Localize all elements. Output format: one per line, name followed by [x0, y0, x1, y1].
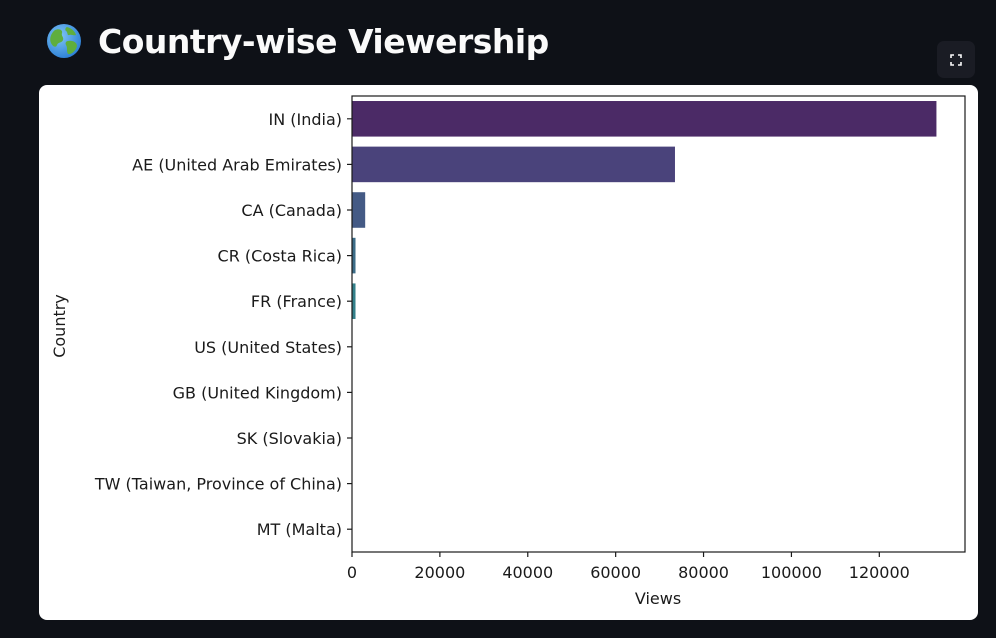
x-tick-label: 20000: [414, 563, 465, 582]
x-axis-label: Views: [635, 589, 681, 608]
page-header: Country-wise Viewership: [46, 18, 549, 64]
globe-icon: [47, 24, 81, 58]
x-tick-label: 40000: [502, 563, 553, 582]
y-tick-label: CA (Canada): [241, 201, 342, 220]
x-tick-label: 60000: [590, 563, 641, 582]
bar-1: [352, 101, 937, 137]
bar-3: [352, 192, 366, 228]
bar-4: [352, 237, 356, 274]
y-tick-label: GB (United Kingdom): [173, 383, 342, 402]
page-title: Country-wise Viewership: [98, 21, 549, 61]
y-tick-label: IN (India): [268, 110, 342, 129]
x-tick-label: 80000: [678, 563, 729, 582]
y-tick-label: US (United States): [194, 338, 342, 357]
y-tick-label: FR (France): [251, 292, 342, 311]
y-tick-label: SK (Slovakia): [237, 429, 342, 448]
fullscreen-button[interactable]: [937, 41, 975, 78]
y-axis-label: Country: [50, 294, 69, 358]
y-tick-label: MT (Malta): [257, 520, 342, 539]
x-tick-label: 0: [347, 563, 357, 582]
y-tick-label: AE (United Arab Emirates): [132, 155, 342, 174]
bars-group: [352, 101, 937, 319]
plot-frame: [351, 95, 966, 553]
x-tick-label: 120000: [849, 563, 910, 582]
chart-card: IN (India) AE (United Arab Emirates) CA (C…: [39, 85, 978, 620]
x-axis: 0 20000 40000 60000 80000 100000 120000: [347, 552, 910, 582]
fullscreen-icon: [950, 53, 962, 66]
bar-2: [352, 146, 675, 183]
x-tick-label: 100000: [761, 563, 822, 582]
bar-chart: IN (India) AE (United Arab Emirates) CA (C…: [50, 95, 966, 608]
bar-5: [352, 283, 356, 319]
y-tick-label: TW (Taiwan, Province of China): [94, 475, 342, 494]
y-tick-label: CR (Costa Rica): [218, 247, 342, 266]
y-axis: IN (India) AE (United Arab Emirates) CA (C…: [94, 110, 352, 539]
